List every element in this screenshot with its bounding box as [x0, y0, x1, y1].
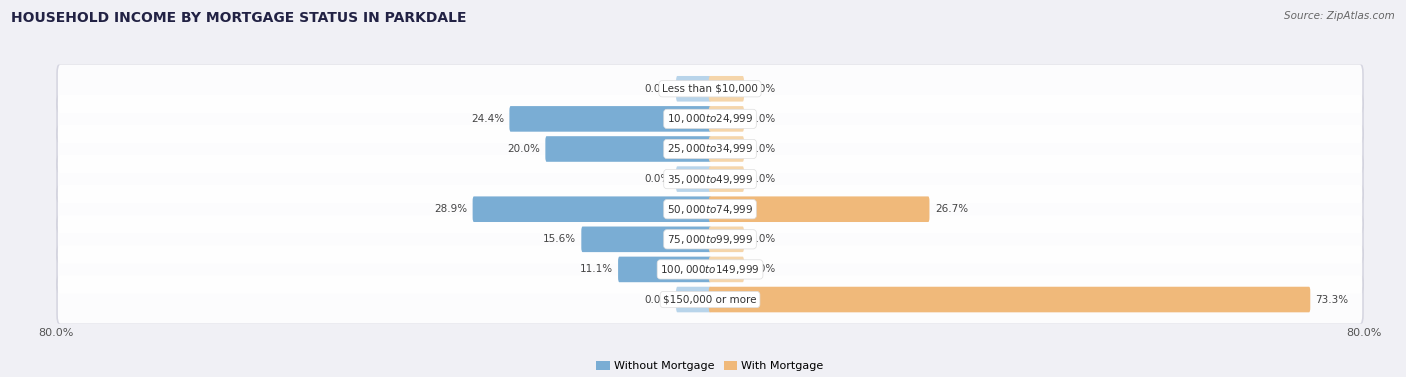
FancyBboxPatch shape: [676, 76, 711, 101]
Text: 73.3%: 73.3%: [1316, 294, 1348, 305]
FancyBboxPatch shape: [619, 257, 711, 282]
FancyBboxPatch shape: [709, 227, 744, 252]
Text: Source: ZipAtlas.com: Source: ZipAtlas.com: [1284, 11, 1395, 21]
FancyBboxPatch shape: [676, 287, 711, 312]
Text: 0.0%: 0.0%: [749, 174, 776, 184]
Text: 0.0%: 0.0%: [749, 114, 776, 124]
Text: $75,000 to $99,999: $75,000 to $99,999: [666, 233, 754, 246]
FancyBboxPatch shape: [56, 125, 1364, 173]
Text: HOUSEHOLD INCOME BY MORTGAGE STATUS IN PARKDALE: HOUSEHOLD INCOME BY MORTGAGE STATUS IN P…: [11, 11, 467, 25]
FancyBboxPatch shape: [676, 166, 711, 192]
Text: 0.0%: 0.0%: [749, 234, 776, 244]
FancyBboxPatch shape: [58, 125, 1362, 173]
FancyBboxPatch shape: [58, 65, 1362, 113]
Text: $25,000 to $34,999: $25,000 to $34,999: [666, 143, 754, 155]
FancyBboxPatch shape: [58, 95, 1362, 143]
Text: 0.0%: 0.0%: [644, 84, 671, 94]
Text: 0.0%: 0.0%: [644, 294, 671, 305]
Text: $10,000 to $24,999: $10,000 to $24,999: [666, 112, 754, 126]
FancyBboxPatch shape: [56, 215, 1364, 264]
Text: 28.9%: 28.9%: [434, 204, 467, 214]
FancyBboxPatch shape: [58, 245, 1362, 293]
FancyBboxPatch shape: [58, 155, 1362, 203]
FancyBboxPatch shape: [58, 185, 1362, 233]
FancyBboxPatch shape: [546, 136, 711, 162]
Text: 0.0%: 0.0%: [749, 144, 776, 154]
FancyBboxPatch shape: [709, 136, 744, 162]
FancyBboxPatch shape: [581, 227, 711, 252]
Text: 0.0%: 0.0%: [749, 84, 776, 94]
Text: 20.0%: 20.0%: [508, 144, 540, 154]
FancyBboxPatch shape: [709, 287, 1310, 312]
FancyBboxPatch shape: [56, 155, 1364, 203]
FancyBboxPatch shape: [709, 196, 929, 222]
Text: $100,000 to $149,999: $100,000 to $149,999: [661, 263, 759, 276]
FancyBboxPatch shape: [709, 257, 744, 282]
Text: 24.4%: 24.4%: [471, 114, 505, 124]
FancyBboxPatch shape: [58, 215, 1362, 263]
Text: $150,000 or more: $150,000 or more: [664, 294, 756, 305]
Text: $50,000 to $74,999: $50,000 to $74,999: [666, 203, 754, 216]
FancyBboxPatch shape: [472, 196, 711, 222]
Text: Less than $10,000: Less than $10,000: [662, 84, 758, 94]
FancyBboxPatch shape: [709, 166, 744, 192]
Text: 0.0%: 0.0%: [749, 264, 776, 274]
FancyBboxPatch shape: [56, 185, 1364, 233]
FancyBboxPatch shape: [58, 276, 1362, 323]
Legend: Without Mortgage, With Mortgage: Without Mortgage, With Mortgage: [592, 357, 828, 376]
Text: 11.1%: 11.1%: [579, 264, 613, 274]
Text: $35,000 to $49,999: $35,000 to $49,999: [666, 173, 754, 185]
FancyBboxPatch shape: [56, 95, 1364, 143]
FancyBboxPatch shape: [56, 64, 1364, 113]
FancyBboxPatch shape: [709, 106, 744, 132]
FancyBboxPatch shape: [56, 275, 1364, 324]
Text: 0.0%: 0.0%: [644, 174, 671, 184]
Text: 26.7%: 26.7%: [935, 204, 967, 214]
FancyBboxPatch shape: [709, 76, 744, 101]
FancyBboxPatch shape: [56, 245, 1364, 294]
Text: 15.6%: 15.6%: [543, 234, 576, 244]
FancyBboxPatch shape: [509, 106, 711, 132]
